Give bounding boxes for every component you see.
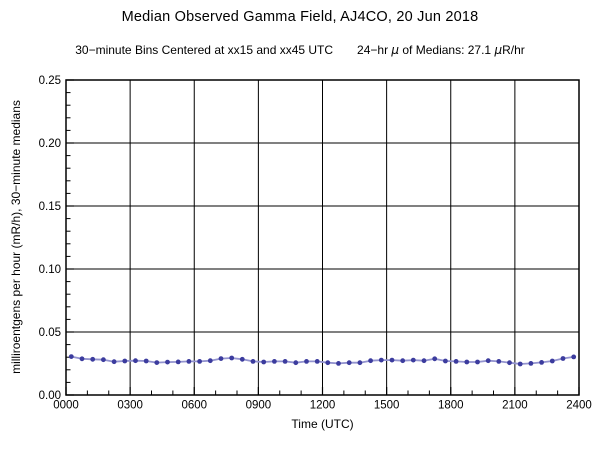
subtitle-mean-post: R/hr bbox=[502, 43, 525, 57]
x-tick-label: 1800 bbox=[438, 400, 464, 412]
x-tick-label: 1500 bbox=[374, 400, 400, 412]
data-point bbox=[165, 359, 170, 365]
data-point bbox=[293, 360, 299, 366]
y-tick-label: 0.00 bbox=[39, 390, 61, 402]
mu-symbol: μ bbox=[494, 43, 503, 57]
data-point bbox=[453, 359, 459, 364]
data-point bbox=[111, 359, 117, 365]
data-point bbox=[410, 357, 416, 363]
data-point bbox=[378, 357, 384, 363]
x-tick-label: 2100 bbox=[502, 400, 528, 412]
data-point bbox=[528, 361, 534, 366]
y-axis-label: milliroentgens per hour (mR/h), 30−minut… bbox=[9, 100, 23, 374]
data-point bbox=[133, 358, 138, 364]
subtitle-bins-text: 30−minute Bins Centered at xx15 and xx45… bbox=[75, 43, 334, 57]
data-point bbox=[250, 359, 256, 364]
y-tick-label: 0.25 bbox=[39, 75, 61, 87]
data-point bbox=[186, 359, 192, 364]
data-point bbox=[304, 359, 309, 364]
data-point bbox=[272, 359, 277, 364]
x-axis-label: Time (UTC) bbox=[291, 417, 354, 431]
data-point bbox=[314, 359, 320, 364]
x-tick-label: 2400 bbox=[566, 400, 592, 412]
data-point bbox=[443, 358, 448, 364]
data-point bbox=[432, 356, 438, 362]
x-tick-label: 0600 bbox=[181, 400, 207, 412]
data-point bbox=[539, 360, 544, 365]
data-point bbox=[143, 358, 149, 364]
subtitle-mean-pre: 24−hr bbox=[357, 43, 392, 57]
plot-frame bbox=[65, 79, 580, 396]
data-point bbox=[154, 360, 160, 365]
data-point bbox=[90, 356, 96, 362]
data-point bbox=[507, 360, 512, 366]
data-point bbox=[79, 356, 85, 362]
x-tick-label: 0000 bbox=[53, 400, 79, 412]
data-point bbox=[421, 358, 427, 364]
data-point bbox=[101, 357, 106, 363]
data-point bbox=[346, 360, 352, 366]
data-point bbox=[122, 358, 128, 364]
data-point bbox=[261, 359, 267, 365]
data-point bbox=[475, 359, 480, 365]
data-point bbox=[325, 360, 331, 366]
data-point bbox=[549, 358, 555, 364]
subtitle-mean-text: 24−hr μ of Medians: 27.1 μR/hr bbox=[357, 43, 525, 57]
subtitle-mean-mid: of Medians: 27.1 bbox=[399, 43, 495, 57]
x-tick-label: 0300 bbox=[117, 400, 143, 412]
data-point bbox=[496, 359, 502, 364]
data-point bbox=[357, 360, 363, 366]
data-point bbox=[239, 356, 245, 362]
data-point bbox=[400, 358, 406, 364]
data-point bbox=[389, 357, 395, 363]
data-point bbox=[229, 355, 235, 361]
data-point bbox=[207, 358, 213, 364]
data-point bbox=[485, 358, 491, 364]
chart-title: Median Observed Gamma Field, AJ4CO, 20 J… bbox=[121, 9, 479, 25]
data-point bbox=[571, 354, 577, 360]
x-tick-label: 1200 bbox=[310, 400, 336, 412]
data-point bbox=[336, 361, 341, 366]
y-tick-label: 0.20 bbox=[39, 138, 61, 150]
data-point bbox=[197, 359, 203, 364]
data-point bbox=[517, 361, 523, 367]
data-point bbox=[560, 356, 566, 361]
data-point bbox=[282, 359, 288, 364]
data-point bbox=[464, 359, 470, 365]
y-tick-label: 0.15 bbox=[39, 201, 61, 213]
data-point bbox=[218, 356, 224, 361]
y-tick-label: 0.05 bbox=[39, 327, 61, 339]
x-tick-label: 0900 bbox=[246, 400, 272, 412]
data-point bbox=[68, 354, 74, 359]
y-tick-label: 0.10 bbox=[39, 264, 61, 276]
data-point bbox=[368, 358, 373, 364]
mu-symbol: μ bbox=[391, 43, 400, 57]
chart-subtitle: 30−minute Bins Centered at xx15 and xx45… bbox=[0, 43, 600, 57]
data-point bbox=[175, 359, 181, 365]
